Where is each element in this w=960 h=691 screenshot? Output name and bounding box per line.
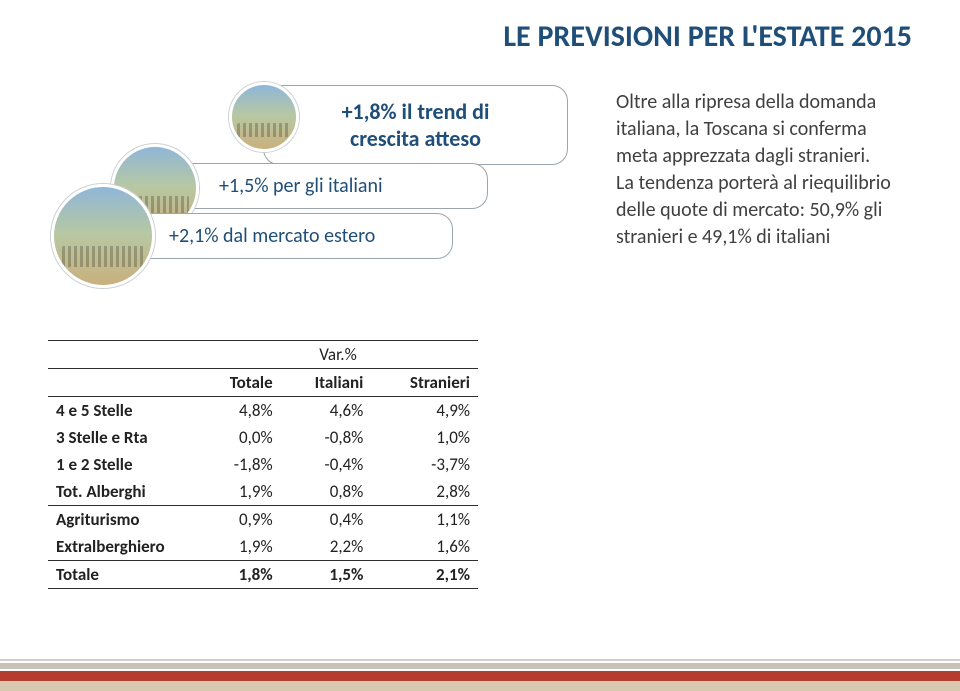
callout-estero-text: +2,1% dal mercato estero: [169, 224, 375, 248]
cell: 0,4%: [281, 506, 372, 534]
cell: -3,7%: [371, 451, 478, 478]
footer-stripe: [0, 671, 960, 681]
table-row: 4 e 5 Stelle4,8%4,6%4,9%: [48, 397, 478, 425]
cell: 1,9%: [198, 478, 281, 506]
cell: 1,0%: [371, 424, 478, 451]
cell: 4,8%: [198, 397, 281, 425]
cell: 2,2%: [281, 533, 372, 561]
slide: LE PREVISIONI PER L'ESTATE 2015 +1,8% il…: [0, 0, 960, 691]
table-row: Extralberghiero1,9%2,2%1,6%: [48, 533, 478, 561]
row-label: 4 e 5 Stelle: [48, 397, 198, 425]
table-corner: [48, 341, 198, 369]
photo-icon: [51, 184, 155, 288]
content-row: +1,8% il trend di crescita atteso +1,5% …: [48, 85, 912, 589]
cell: 1,1%: [371, 506, 478, 534]
table-row: 1 e 2 Stelle-1,8%-0,4%-3,7%: [48, 451, 478, 478]
cell: 0,0%: [198, 424, 281, 451]
footer-stripe: [0, 663, 960, 669]
col-totale: Totale: [198, 369, 281, 397]
cell: 0,9%: [198, 506, 281, 534]
callout-italiani-text: +1,5% per gli italiani: [219, 174, 383, 198]
footer-bar: [0, 651, 960, 691]
row-label: Extralberghiero: [48, 533, 198, 561]
callout-estero: +2,1% dal mercato estero: [108, 213, 453, 259]
right-column: Oltre alla ripresa della domanda italian…: [616, 85, 912, 589]
summary-paragraph-1: Oltre alla ripresa della domanda italian…: [616, 89, 912, 170]
photo-icon: [229, 82, 299, 152]
cell: 2,8%: [371, 478, 478, 506]
table-header-group: Var.%: [198, 341, 478, 369]
cell: -0,4%: [281, 451, 372, 478]
cell: 1,6%: [371, 533, 478, 561]
cell: 0,8%: [281, 478, 372, 506]
page-title: LE PREVISIONI PER L'ESTATE 2015: [48, 18, 912, 55]
callout-trend-line2: crescita atteso: [294, 125, 537, 152]
callout-trend-line1: +1,8% il trend di: [294, 98, 537, 125]
callout-stack: +1,8% il trend di crescita atteso +1,5% …: [108, 85, 588, 285]
cell: 1,8%: [198, 561, 281, 589]
table-corner2: [48, 369, 198, 397]
footer-stripe: [0, 681, 960, 691]
cell: 4,9%: [371, 397, 478, 425]
row-label: Tot. Alberghi: [48, 478, 198, 506]
col-italiani: Italiani: [281, 369, 372, 397]
row-label: Agriturismo: [48, 506, 198, 534]
footer-stripe: [0, 659, 960, 661]
callout-trend: +1,8% il trend di crescita atteso: [263, 85, 568, 165]
row-label: 1 e 2 Stelle: [48, 451, 198, 478]
cell: 1,9%: [198, 533, 281, 561]
callout-italiani: +1,5% per gli italiani: [158, 163, 488, 209]
summary-paragraph-2: La tendenza porterà al riequilibrio dell…: [616, 170, 912, 251]
table-row: 3 Stelle e Rta0,0%-0,8%1,0%: [48, 424, 478, 451]
cell: -1,8%: [198, 451, 281, 478]
row-label: Totale: [48, 561, 198, 589]
row-label: 3 Stelle e Rta: [48, 424, 198, 451]
left-column: +1,8% il trend di crescita atteso +1,5% …: [48, 85, 588, 589]
table-wrap: Var.% Totale Italiani Stranieri 4 e 5 St…: [48, 340, 588, 589]
col-stranieri: Stranieri: [371, 369, 478, 397]
cell: 1,5%: [281, 561, 372, 589]
table-row: Agriturismo0,9%0,4%1,1%: [48, 506, 478, 534]
data-table: Var.% Totale Italiani Stranieri 4 e 5 St…: [48, 340, 478, 589]
table-row: Tot. Alberghi1,9%0,8%2,8%: [48, 478, 478, 506]
cell: -0,8%: [281, 424, 372, 451]
table-row: Totale1,8%1,5%2,1%: [48, 561, 478, 589]
cell: 4,6%: [281, 397, 372, 425]
cell: 2,1%: [371, 561, 478, 589]
